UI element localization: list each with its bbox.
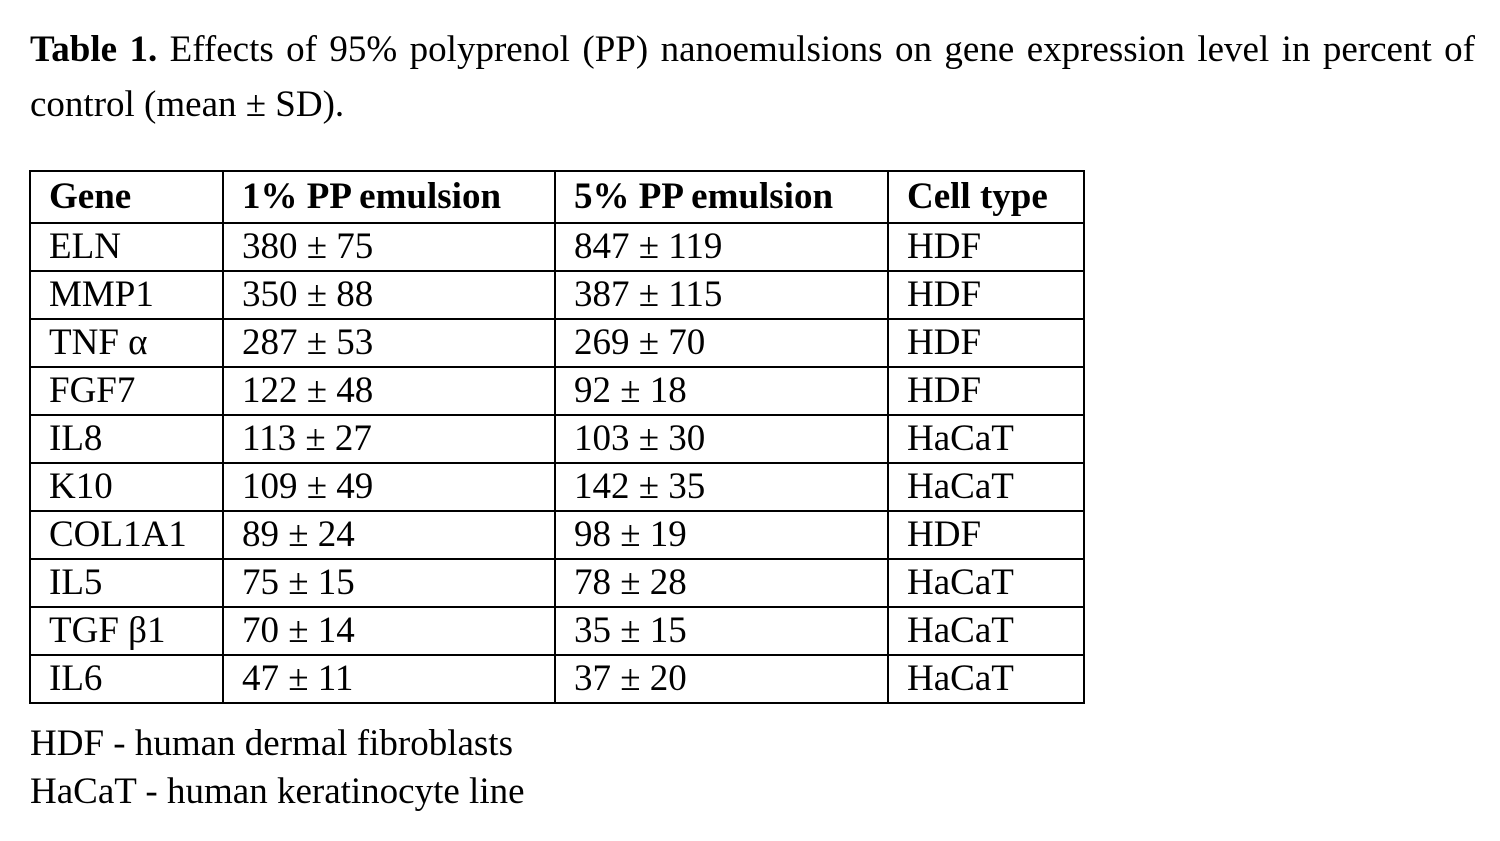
footnote-hdf: HDF - human dermal fibroblasts [30, 723, 513, 764]
cell-5pct: 103 ± 30 [554, 414, 889, 464]
cell-1pct: 89 ± 24 [222, 510, 556, 560]
cell-1pct: 47 ± 11 [222, 654, 556, 704]
cell-gene: IL6 [29, 654, 224, 704]
cell-cell-type: HDF [887, 270, 1085, 320]
cell-5pct: 847 ± 119 [554, 222, 889, 272]
cell-1pct: 287 ± 53 [222, 318, 556, 368]
table-row: COL1A1 89 ± 24 98 ± 19 HDF [29, 510, 1085, 560]
table-row: IL6 47 ± 11 37 ± 20 HaCaT [29, 654, 1085, 704]
cell-gene: TGF β1 [29, 606, 224, 656]
cell-gene: MMP1 [29, 270, 224, 320]
cell-cell-type: HaCaT [887, 462, 1085, 512]
table-row: K10 109 ± 49 142 ± 35 HaCaT [29, 462, 1085, 512]
cell-1pct: 70 ± 14 [222, 606, 556, 656]
cell-5pct: 78 ± 28 [554, 558, 889, 608]
cell-1pct: 350 ± 88 [222, 270, 556, 320]
cell-5pct: 35 ± 15 [554, 606, 889, 656]
header-1pct-emulsion: 1% PP emulsion [222, 170, 556, 224]
header-row: Gene 1% PP emulsion 5% PP emulsion Cell … [29, 170, 1085, 224]
cell-5pct: 269 ± 70 [554, 318, 889, 368]
cell-5pct: 387 ± 115 [554, 270, 889, 320]
cell-gene: COL1A1 [29, 510, 224, 560]
cell-gene: IL5 [29, 558, 224, 608]
cell-5pct: 92 ± 18 [554, 366, 889, 416]
header-5pct-emulsion: 5% PP emulsion [554, 170, 889, 224]
cell-cell-type: HaCaT [887, 414, 1085, 464]
cell-cell-type: HDF [887, 366, 1085, 416]
gene-expression-table: Gene 1% PP emulsion 5% PP emulsion Cell … [29, 170, 1085, 704]
cell-gene: FGF7 [29, 366, 224, 416]
header-cell-type: Cell type [887, 170, 1085, 224]
table-row: ELN 380 ± 75 847 ± 119 HDF [29, 222, 1085, 272]
cell-gene: IL8 [29, 414, 224, 464]
table-footnotes: HDF - human dermal fibroblasts HaCaT - h… [30, 720, 525, 816]
cell-gene: TNF α [29, 318, 224, 368]
cell-cell-type: HDF [887, 510, 1085, 560]
cell-5pct: 98 ± 19 [554, 510, 889, 560]
table-row: IL5 75 ± 15 78 ± 28 HaCaT [29, 558, 1085, 608]
cell-5pct: 142 ± 35 [554, 462, 889, 512]
caption-label: Table 1. [30, 29, 158, 70]
table-row: IL8 113 ± 27 103 ± 30 HaCaT [29, 414, 1085, 464]
cell-1pct: 380 ± 75 [222, 222, 556, 272]
cell-cell-type: HaCaT [887, 654, 1085, 704]
header-gene: Gene [29, 170, 224, 224]
footnote-hacat: HaCaT - human keratinocyte line [30, 771, 525, 812]
cell-1pct: 122 ± 48 [222, 366, 556, 416]
cell-5pct: 37 ± 20 [554, 654, 889, 704]
table-row: FGF7 122 ± 48 92 ± 18 HDF [29, 366, 1085, 416]
cell-cell-type: HaCaT [887, 558, 1085, 608]
cell-gene: ELN [29, 222, 224, 272]
cell-1pct: 75 ± 15 [222, 558, 556, 608]
table-caption: Table 1. Effects of 95% polyprenol (PP) … [30, 22, 1475, 132]
cell-cell-type: HaCaT [887, 606, 1085, 656]
cell-cell-type: HDF [887, 318, 1085, 368]
cell-1pct: 109 ± 49 [222, 462, 556, 512]
cell-gene: K10 [29, 462, 224, 512]
cell-cell-type: HDF [887, 222, 1085, 272]
caption-text: Effects of 95% polyprenol (PP) nanoemuls… [30, 29, 1475, 125]
cell-1pct: 113 ± 27 [222, 414, 556, 464]
table-row: MMP1 350 ± 88 387 ± 115 HDF [29, 270, 1085, 320]
table-row: TGF β1 70 ± 14 35 ± 15 HaCaT [29, 606, 1085, 656]
table-row: TNF α 287 ± 53 269 ± 70 HDF [29, 318, 1085, 368]
